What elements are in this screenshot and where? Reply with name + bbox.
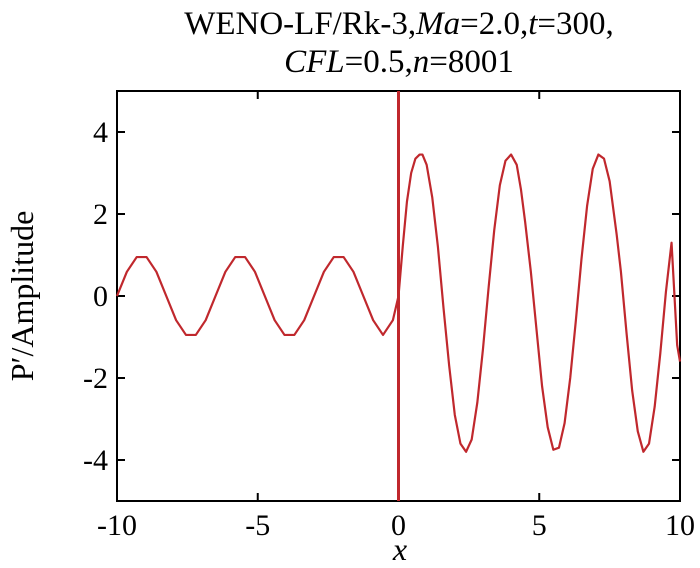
tick-labels: -10 -5 0 5 10 -4 -2 0 2 4 [83, 116, 695, 542]
x-tick-label: 5 [532, 509, 547, 542]
x-tick-label: 10 [665, 509, 695, 542]
y-tick-label: 2 [93, 198, 108, 231]
x-tick-label: -10 [97, 509, 137, 542]
axis-ticks [116, 91, 681, 501]
chart-title-part: n [413, 44, 430, 80]
chart-title-part: t [528, 6, 538, 42]
x-tick-label: 0 [391, 509, 406, 542]
chart-title-part: Ma [415, 6, 460, 42]
chart-title-line2: CFL=0.5,n=8001 [284, 44, 514, 80]
x-tick-label: -5 [245, 509, 270, 542]
chart-title-part: =8001 [429, 44, 514, 80]
chart-title-part: =2.0, [460, 6, 528, 42]
y-tick-label: -2 [83, 362, 108, 395]
y-tick-label: -4 [83, 444, 108, 477]
series-line [115, 153, 682, 453]
chart-title-part: CFL [284, 44, 345, 80]
chart-title-line1: WENO-LF/Rk-3,Ma=2.0,t=300, [184, 6, 614, 42]
chart-title-part: =0.5, [345, 44, 413, 80]
chart-title-part: WENO-LF/Rk-3, [184, 6, 416, 42]
x-axis-label: x [392, 531, 407, 567]
y-tick-label: 4 [93, 116, 108, 149]
chart-title-part: =300, [537, 6, 613, 42]
y-tick-label: 0 [93, 280, 108, 313]
y-axis-label: P′/Amplitude [4, 211, 40, 382]
